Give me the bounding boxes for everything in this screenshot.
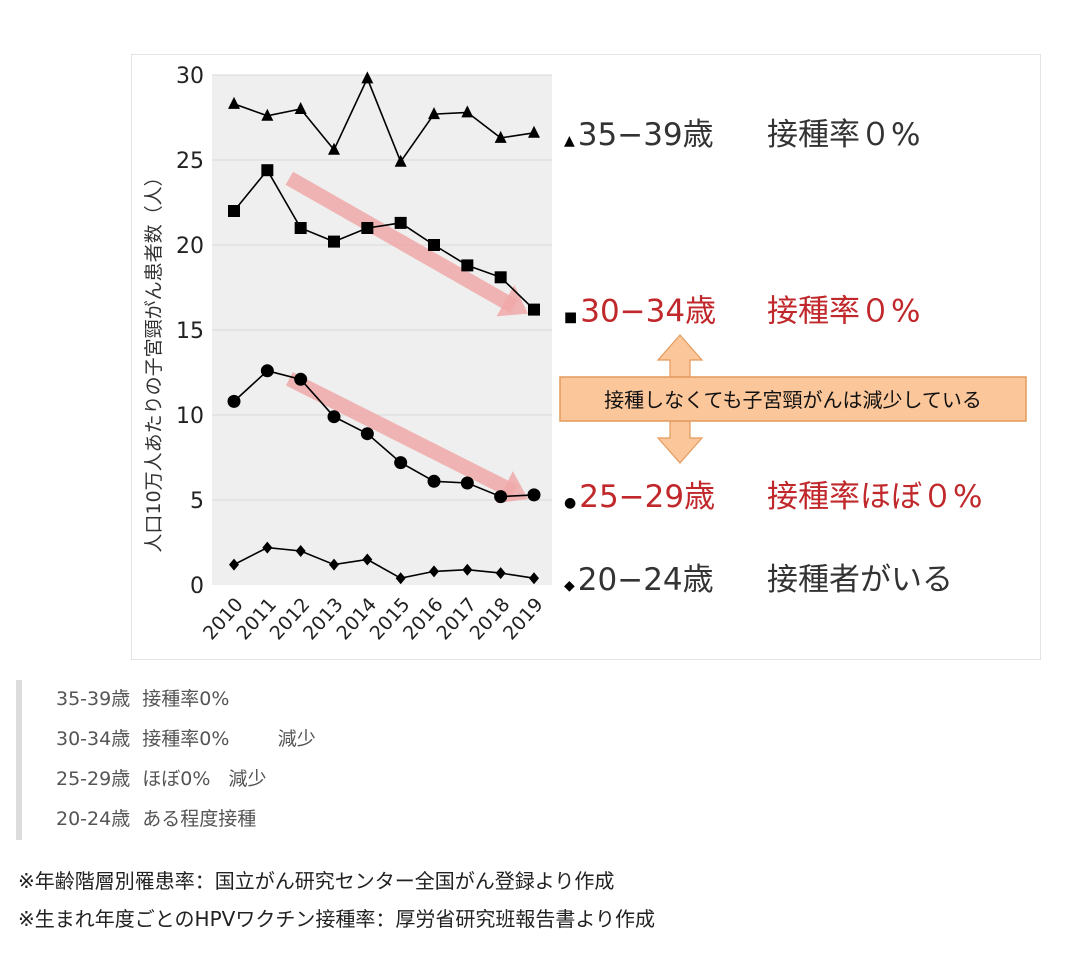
data-point [428, 107, 440, 120]
series-label-2024: ◆20−24歳 接種者がいる [564, 562, 953, 598]
series-2024 [229, 541, 539, 585]
series-marker-glyph: ▲ [564, 133, 575, 149]
quote-line-35-39: 35-39歳 接種率0% [56, 688, 230, 710]
data-point [294, 222, 307, 234]
series-status-label: 接種率０% [767, 117, 920, 153]
data-point [228, 205, 240, 217]
series-3539 [228, 71, 540, 167]
data-point [361, 222, 374, 234]
up-arrow [656, 334, 704, 378]
data-point [260, 364, 274, 378]
quote-line-20-24: 20-24歳 ある程度接種 [56, 808, 257, 830]
y-tick-label: 30 [176, 64, 204, 89]
data-point [494, 130, 507, 143]
data-point [229, 558, 239, 571]
data-point [529, 572, 539, 585]
data-point [528, 125, 540, 138]
data-point [528, 303, 540, 316]
summary-quote: 35-39歳 接種率0% 30-34歳 接種率0% 減少 25-29歳 ほぼ0%… [16, 680, 622, 840]
series-age-label: 30−34歳 [580, 294, 716, 330]
data-point [227, 394, 241, 408]
series-3034 [228, 164, 540, 316]
series-marker-glyph: ● [564, 495, 576, 511]
data-point [495, 567, 506, 580]
series-line [233, 546, 535, 580]
data-point [428, 239, 440, 251]
data-point [261, 164, 274, 177]
trend-arrow-shaft [285, 171, 518, 314]
data-point [228, 96, 240, 109]
series-status-label: 接種率０% [767, 294, 920, 330]
data-point [461, 105, 474, 118]
series-age-label: 20−24歳 [578, 562, 714, 598]
data-point [295, 545, 306, 557]
source-note-incidence: ※年齢階層別罹患率：国立がん研究センター全国がん登録より作成 [18, 869, 615, 893]
data-point [461, 259, 474, 272]
series-age-label: 35−39歳 [578, 117, 714, 153]
data-point [294, 102, 307, 114]
callout-annotation: 接種しなくても子宮頸がんは減少している [559, 334, 1027, 464]
source-note-vaccination: ※生まれ年度ごとのHPVワクチン接種率：厚労省研究班報告書より作成 [18, 907, 655, 931]
data-point [460, 476, 474, 490]
data-point [394, 216, 407, 229]
y-tick-label: 15 [176, 319, 204, 344]
data-point [395, 572, 406, 585]
data-point [362, 553, 373, 566]
data-point [261, 108, 274, 121]
chart-figure: 0 5 10 15 20 25 30 人口10万人あたりの子宮頸がん患者数（人） 2010 201… [131, 54, 1041, 660]
callout-text: 接種しなくても子宮頸がんは減少している [604, 388, 982, 412]
series-line [233, 168, 535, 311]
series-line [233, 76, 535, 164]
y-tick-label: 25 [176, 149, 204, 174]
trend-arrow-head [496, 285, 528, 317]
data-point [329, 558, 339, 571]
trend-arrow [285, 171, 528, 317]
data-point [328, 142, 340, 155]
data-point [327, 410, 341, 424]
series-age-label: 25−29歳 [579, 479, 715, 515]
trend-arrow-shaft [285, 372, 518, 499]
line-chart: 051015202530人口10万人あたりの子宮頸がん患者数（人）2010201… [143, 64, 1027, 644]
data-point [394, 456, 408, 470]
series-status-label: 接種率ほぼ０% [767, 479, 982, 515]
data-point [494, 490, 508, 504]
y-tick-label: 0 [190, 574, 204, 599]
data-point [494, 271, 507, 284]
y-tick-label: 10 [176, 404, 204, 429]
y-tick-label: 5 [190, 489, 204, 514]
series-marker-glyph: ■ [564, 310, 577, 326]
data-point [427, 474, 441, 488]
series-status-label: 接種者がいる [767, 562, 953, 598]
data-point [294, 372, 308, 386]
quote-line-25-29: 25-29歳 ほぼ0% 減少 [56, 768, 267, 790]
data-point [360, 427, 374, 441]
down-arrow [656, 420, 704, 464]
series-2529 [227, 364, 541, 504]
y-axis-label: 人口10万人あたりの子宮頸がん患者数（人） [143, 167, 165, 552]
data-point [394, 154, 407, 167]
data-point [262, 541, 273, 554]
series-label-3539: ▲35−39歳 接種率０% [564, 117, 920, 153]
y-tick-label: 20 [176, 234, 204, 259]
callout-box [559, 376, 1027, 422]
series-line [233, 369, 535, 498]
data-point [328, 235, 340, 248]
data-point [462, 563, 473, 576]
quote-line-30-34: 30-34歳 接種率0% 減少 [56, 728, 316, 750]
series-label-3034: ■30−34歳 接種率０% [564, 294, 920, 330]
series-marker-glyph: ◆ [564, 578, 575, 594]
series-label-2529: ●25−29歳 接種率ほぼ０% [564, 479, 982, 515]
data-point [361, 71, 374, 84]
data-point [429, 565, 439, 578]
data-point [527, 488, 541, 502]
